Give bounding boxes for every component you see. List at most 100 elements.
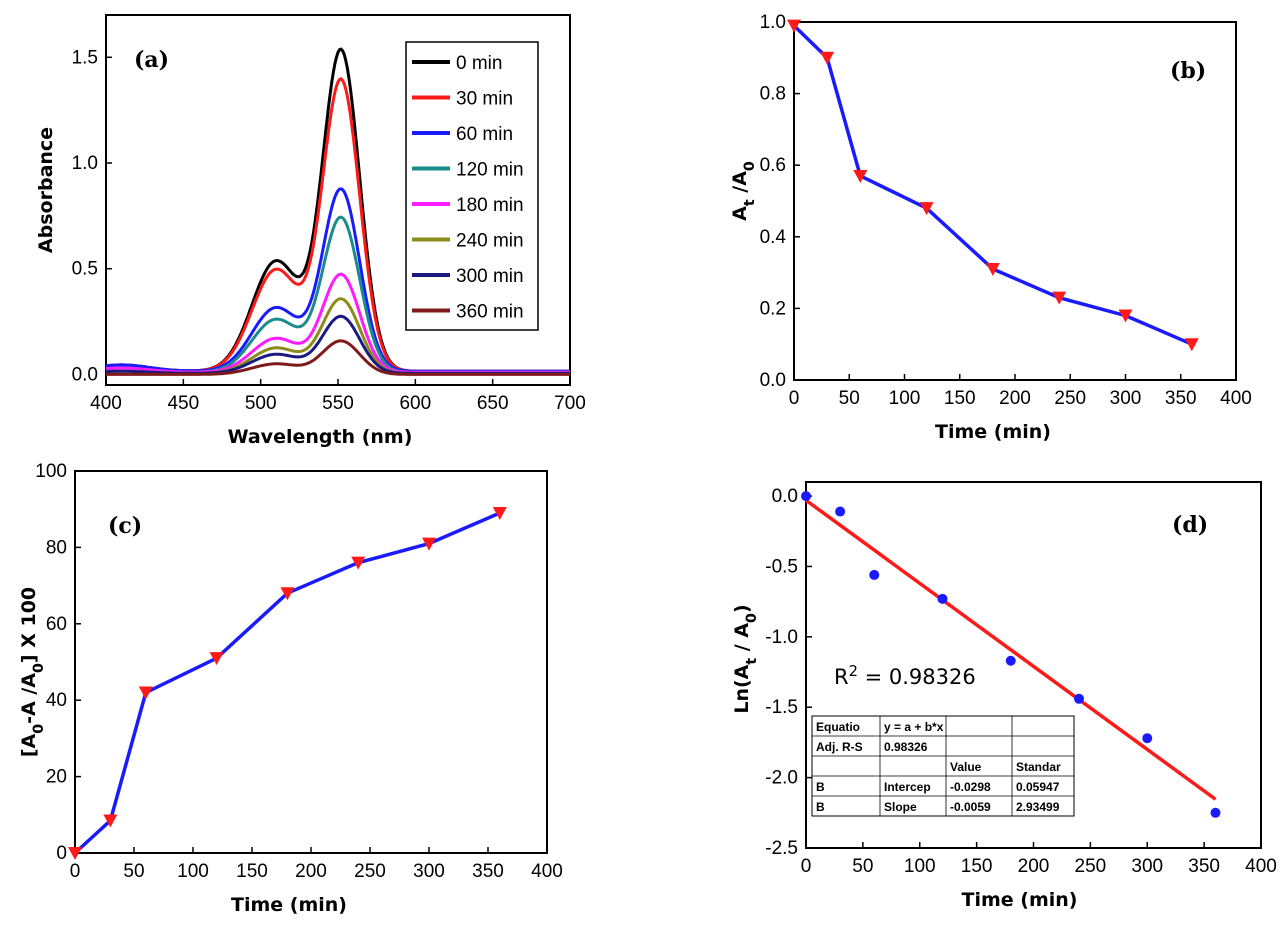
panel-label: (b)	[1170, 58, 1206, 84]
x-tick-label: 450	[167, 393, 199, 414]
x-tick-label: 150	[236, 861, 268, 882]
x-tick-label: 350	[1188, 856, 1220, 877]
data-point	[1118, 309, 1133, 323]
y-tick-label: 0	[56, 843, 67, 864]
table-cell: 0.05947	[1016, 780, 1060, 794]
legend-entry: 240 min	[456, 231, 524, 252]
y-tick-label: 0.0	[772, 486, 798, 507]
x-tick-label: 300	[1110, 388, 1142, 409]
table-cell: Value	[950, 760, 982, 774]
table-frame	[811, 715, 1075, 817]
y-tick-label: 60	[46, 614, 67, 635]
data-point	[1210, 807, 1221, 818]
panel-c: 0 50 100 150 200 250 300 350 400 0 20 40 60 80 100 (c) T…	[18, 461, 563, 916]
x-tick-label: 600	[399, 393, 431, 414]
y-tick-label: -0.5	[765, 556, 798, 577]
data-point	[869, 569, 880, 580]
fit-table: Equatio y = a + b*x Adj. R-S 0.98326 Value St…	[811, 715, 1075, 817]
data-point	[103, 814, 118, 828]
data-point	[1142, 733, 1153, 744]
data-line	[792, 24, 1193, 346]
table-cell: -0.0059	[950, 800, 991, 814]
data-point	[820, 51, 835, 65]
x-tick-label: 0	[70, 861, 81, 882]
y-tick-label: 80	[46, 537, 67, 558]
x-tick-label: 350	[1165, 388, 1197, 409]
table-cell: B	[816, 780, 825, 794]
data-point	[1052, 291, 1067, 305]
data-line	[73, 511, 501, 855]
x-tick-label: 400	[1245, 856, 1277, 877]
x-tick-label: 50	[839, 388, 860, 409]
y-tick-label: -2.5	[765, 838, 798, 859]
y-tick-label: 1.0	[760, 12, 786, 33]
y-tick-label: 0.0	[760, 370, 786, 391]
data-point	[1184, 338, 1199, 352]
x-tick-label: 0	[801, 856, 812, 877]
x-axis-label: Time (min)	[231, 894, 347, 916]
data-point	[853, 169, 868, 183]
y-tick-label: -1.0	[765, 627, 798, 648]
table-cell: 0.98326	[884, 740, 928, 754]
y-tick-label: 1.0	[72, 153, 98, 174]
x-tick-label: 250	[1075, 856, 1107, 877]
data-point	[1074, 693, 1084, 704]
data-point	[492, 507, 507, 521]
legend-box	[405, 41, 539, 331]
data-point	[801, 491, 811, 502]
x-tick-label: 550	[322, 393, 354, 414]
legend-entry: 360 min	[456, 302, 524, 323]
x-tick-label: 300	[1131, 856, 1163, 877]
y-axis-label: [A0-A /A0] X 100	[18, 587, 47, 757]
data-point	[937, 593, 948, 604]
table-cell: B	[816, 800, 825, 814]
x-tick-label: 0	[789, 388, 800, 409]
table-cell: Equatio	[816, 720, 860, 734]
x-tick-label: 100	[904, 856, 936, 877]
x-tick-label: 650	[477, 393, 509, 414]
r-squared-label: R2 = 0.98326	[834, 663, 976, 690]
table-cell: Intercep	[884, 780, 931, 794]
panel-d: 0 50 100 150 200 250 300 350 400 0.0 -0.5 -1.0 -1.5 -…	[731, 481, 1277, 911]
x-tick-label: 500	[245, 393, 277, 414]
data-point	[68, 847, 82, 860]
x-tick-label: 400	[1220, 388, 1252, 409]
y-tick-label: 0.8	[760, 84, 786, 105]
x-axis-label: Time (min)	[962, 889, 1078, 911]
panel-a: 400 450 500 550 600 650 700 0.0 0.5 1.0 1.5 (a) Wave…	[35, 14, 586, 448]
x-tick-label: 200	[1018, 856, 1050, 877]
y-tick-label: 0.0	[72, 364, 98, 385]
spectrum-line	[106, 339, 570, 376]
y-axis-label: Absorbance	[35, 127, 57, 253]
y-tick-label: 0.6	[760, 155, 786, 176]
y-tick-label: 20	[46, 767, 67, 788]
data-point	[787, 19, 801, 33]
x-axis-label: Time (min)	[935, 421, 1051, 443]
data-point	[835, 506, 846, 517]
data-point	[351, 556, 366, 570]
y-tick-label: 0.4	[760, 227, 787, 248]
x-tick-label: 100	[889, 388, 921, 409]
legend-entry: 120 min	[456, 160, 524, 181]
x-tick-label: 400	[531, 861, 563, 882]
y-tick-label: 40	[46, 690, 67, 711]
x-tick-label: 200	[295, 861, 327, 882]
legend-entry: 0 min	[456, 53, 502, 74]
data-point	[209, 652, 224, 666]
table-cell: Adj. R-S	[816, 740, 863, 754]
x-tick-label: 100	[177, 861, 209, 882]
y-tick-label: 100	[35, 461, 67, 482]
legend-entry: 60 min	[456, 124, 513, 145]
fit-line	[804, 498, 1217, 801]
panel-label: (c)	[108, 513, 142, 539]
panel-label: (a)	[134, 47, 169, 73]
x-tick-label: 250	[1054, 388, 1086, 409]
x-tick-label: 300	[413, 861, 445, 882]
table-cell: -0.0298	[950, 780, 991, 794]
x-axis-label: Wavelength (nm)	[228, 426, 413, 448]
legend: 0 min 30 min 60 min 120 min 180 min 240 min 30…	[405, 41, 539, 331]
y-axis-label: Ln(At / A0)	[731, 604, 760, 713]
y-tick-label: -2.0	[765, 768, 798, 789]
legend-entry: 180 min	[456, 195, 524, 216]
data-point	[919, 202, 934, 216]
